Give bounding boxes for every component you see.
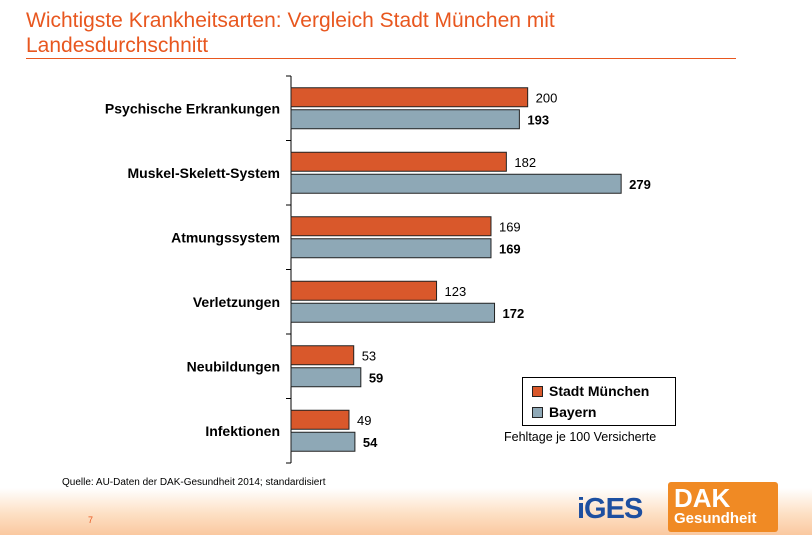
data-label: 182 <box>514 155 536 170</box>
bar-bayern <box>290 238 492 259</box>
bar-bayern <box>290 173 622 194</box>
data-label: 169 <box>499 241 521 256</box>
source-note: Quelle: AU-Daten der DAK-Gesundheit 2014… <box>62 477 326 488</box>
category-label: Verletzungen <box>193 294 280 310</box>
iges-logo: iGES <box>577 493 643 525</box>
data-label: 49 <box>357 413 371 428</box>
legend-item-stadt-muenchen: Stadt München <box>532 383 649 399</box>
bar-stadt-muenchen <box>290 151 507 172</box>
data-label: 53 <box>362 348 376 363</box>
page-number: 7 <box>88 515 94 525</box>
data-label: 54 <box>363 435 378 450</box>
data-label: 123 <box>445 284 467 299</box>
bar-stadt-muenchen <box>290 280 438 301</box>
bar-stadt-muenchen <box>290 409 350 430</box>
bar-bayern <box>290 431 356 452</box>
data-label: 59 <box>369 370 383 385</box>
data-label: 169 <box>499 219 521 234</box>
data-label: 200 <box>536 90 558 105</box>
bar-bayern <box>290 367 362 388</box>
dak-logo-line2: Gesundheit <box>674 510 757 527</box>
category-label: Infektionen <box>205 423 280 439</box>
bar-stadt-muenchen <box>290 216 492 237</box>
category-label: Psychische Erkrankungen <box>105 100 280 116</box>
bar-stadt-muenchen <box>290 345 355 366</box>
category-label: Muskel-Skelett-System <box>127 165 280 181</box>
category-label: Neubildungen <box>187 358 280 374</box>
page-title: Wichtigste Krankheitsarten: Vergleich St… <box>26 9 555 57</box>
title-divider <box>26 58 736 59</box>
data-label: 193 <box>527 112 549 127</box>
legend-swatch-bayern <box>532 406 543 418</box>
legend-item-bayern: Bayern <box>532 404 596 420</box>
legend-label-bayern: Bayern <box>549 404 597 420</box>
bar-bayern <box>290 109 520 130</box>
dak-logo-line1: DAK <box>674 483 731 513</box>
unit-note: Fehltage je 100 Versicherte <box>504 430 657 444</box>
legend-swatch-stadt-muenchen <box>532 385 543 397</box>
legend-label-stadt-muenchen: Stadt München <box>549 383 650 399</box>
data-label: 172 <box>503 306 525 321</box>
data-label: 279 <box>629 177 651 192</box>
bar-bayern <box>290 302 496 323</box>
category-label: Atmungssystem <box>171 229 280 245</box>
dak-gesundheit-logo: DAK Gesundheit <box>668 482 778 532</box>
bar-stadt-muenchen <box>290 87 529 108</box>
chart-legend: Stadt München Bayern <box>522 377 676 426</box>
